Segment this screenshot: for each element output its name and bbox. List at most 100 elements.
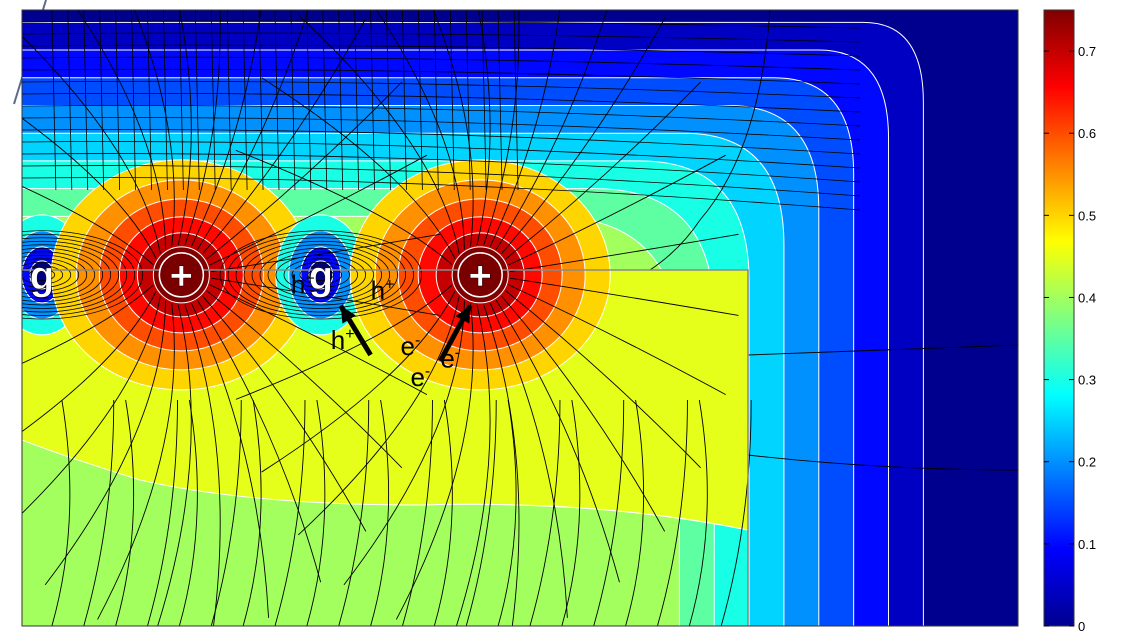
field-line [83,399,115,626]
field-line [465,399,497,626]
field-line [513,10,519,191]
field-line [209,154,428,266]
colorbar-tick-label: 0.1 [1078,537,1096,552]
field-line [489,10,561,247]
field-line [194,10,200,191]
field-line [133,10,175,247]
field-line [483,10,520,246]
positive-electrode-label: + [468,254,491,298]
field-line [433,399,453,626]
field-line [242,399,262,626]
field-line [22,244,112,306]
field-line [131,10,136,191]
field-line [720,399,752,626]
field-line [688,399,708,626]
field-line [97,303,175,620]
field-line [657,399,688,626]
field-line [747,454,1018,471]
field-line [395,303,474,620]
field-line [649,10,771,271]
field-line [22,80,861,99]
field-line [455,304,491,626]
field-line [219,230,422,320]
colorbar-ticks: 0 0.1 0.2 0.3 0.4 0.5 0.6 0.7 [1044,44,1096,634]
field-line [22,258,80,292]
field-line [22,251,96,299]
field-line [157,304,192,626]
field-line [505,81,701,260]
field-line [178,10,184,191]
field-line [495,10,608,250]
field-line [251,244,390,306]
field-line [22,32,861,43]
field-line [22,284,154,364]
field-line [22,185,154,265]
contour-bands [22,21,924,626]
colorbar-tick-label: 0.2 [1078,455,1096,470]
field-line [235,284,453,400]
field-line [561,399,581,626]
colorbar: 0 0.1 0.2 0.3 0.4 0.5 0.6 0.7 [1043,9,1096,634]
field-line [386,10,391,191]
field-line [51,399,71,626]
field-line [210,399,242,626]
field-line [509,277,739,316]
field-line [211,233,440,272]
carrier-arrow-head [455,305,471,324]
field-line [22,265,64,285]
field-line [274,10,280,191]
field-line [291,261,350,288]
field-line [508,284,726,395]
field-line [354,10,360,191]
plot-area [22,10,1018,626]
colorbar-gradient [1043,9,1075,627]
colorbar-tick-label: 0 [1078,619,1085,634]
field-line [497,10,503,191]
field-line [261,77,456,259]
field-line [22,230,144,320]
field-line [147,10,152,191]
field-line [275,254,366,295]
field-line [297,14,460,254]
field-line [299,265,342,285]
field-line [22,44,861,57]
plot-frame [21,9,1019,627]
field-line [370,10,375,191]
field-line [243,240,398,309]
field-line [483,304,520,626]
field-line [22,296,161,514]
field-line [22,35,161,254]
field-line [306,10,312,191]
field-line [283,258,358,292]
colorbar-tick-label: 0.7 [1078,44,1096,59]
field-line [509,233,739,272]
field-line [115,10,121,191]
device-boundary [22,269,749,626]
field-line [115,399,135,626]
field-line [465,10,471,191]
field-line [501,295,666,532]
field-line [22,261,72,288]
field-line [76,10,167,250]
ground-halo-ring [308,260,334,290]
field-line [51,10,57,191]
field-line [22,129,861,155]
field-line [505,290,701,469]
ground-electrode-label: g [309,254,333,298]
field-line [202,295,367,532]
field-line [177,10,192,246]
field-line [191,302,270,618]
field-line [197,299,322,583]
field-line [259,247,382,302]
field-line [22,233,136,316]
field-line [432,10,474,247]
field-line [235,149,453,265]
field-line [22,153,861,183]
field-lines [22,10,1018,626]
field-line [495,299,620,583]
field-line [184,304,221,626]
field-line [375,10,465,250]
positive-electrode-marker [158,252,205,298]
